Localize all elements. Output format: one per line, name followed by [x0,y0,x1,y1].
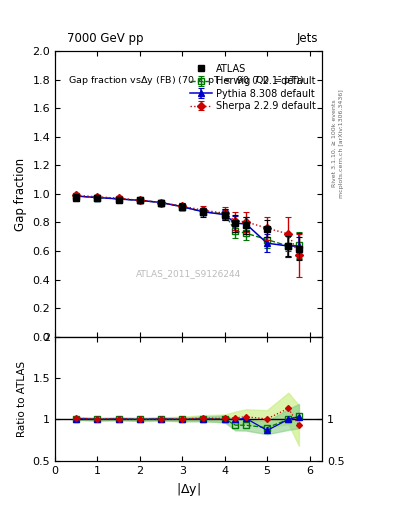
Legend: ATLAS, Herwig 7.2.1 default, Pythia 8.308 default, Sherpa 2.2.9 default: ATLAS, Herwig 7.2.1 default, Pythia 8.30… [188,62,318,113]
X-axis label: |$\Delta$y|: |$\Delta$y| [176,481,201,498]
Y-axis label: Ratio to ATLAS: Ratio to ATLAS [17,360,27,437]
Text: Gap fraction vs$\Delta$y (FB) (70 < pT <  90 (Q0 $\bar{=}$pT)): Gap fraction vs$\Delta$y (FB) (70 < pT <… [68,74,304,87]
Y-axis label: Gap fraction: Gap fraction [14,157,27,230]
Text: Rivet 3.1.10, ≥ 100k events: Rivet 3.1.10, ≥ 100k events [332,99,337,187]
Text: Jets: Jets [297,32,318,45]
Text: 7000 GeV pp: 7000 GeV pp [67,32,143,45]
Text: mcplots.cern.ch [arXiv:1306.3436]: mcplots.cern.ch [arXiv:1306.3436] [339,89,344,198]
Text: ATLAS_2011_S9126244: ATLAS_2011_S9126244 [136,269,241,279]
